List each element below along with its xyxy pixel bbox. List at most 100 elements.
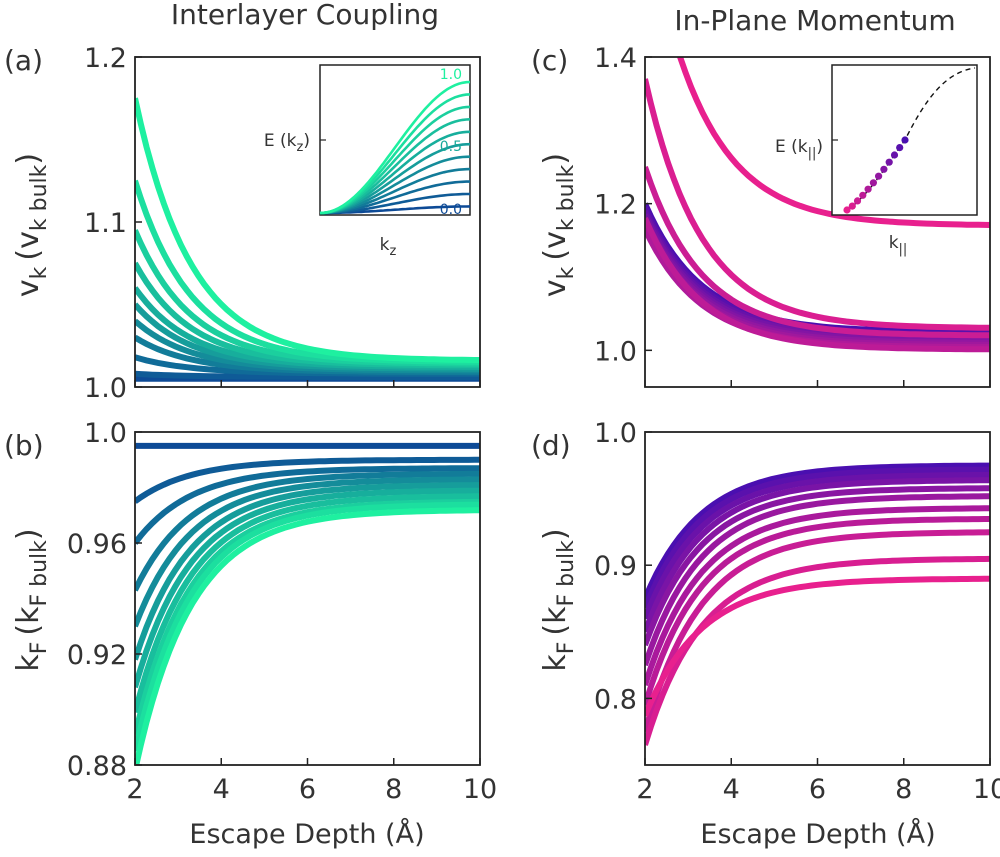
panel-label-b: (b) xyxy=(4,429,44,462)
ylabel-c-close: ) xyxy=(538,153,573,165)
y-tick-label: 0.88 xyxy=(67,751,127,782)
series-line xyxy=(135,470,480,592)
inset-c-dot xyxy=(843,206,851,214)
ylabel-b-sub: F xyxy=(27,642,52,655)
x-tick-label: 6 xyxy=(299,774,316,805)
inset-c-xlabel-sub: || xyxy=(899,242,908,257)
series-line xyxy=(645,516,990,707)
series-line xyxy=(645,477,990,633)
ylabel-c-main: v xyxy=(538,279,573,297)
inset-a-ylabel-sub: z xyxy=(297,140,304,155)
x-tick-label: 10 xyxy=(463,774,497,805)
series-line xyxy=(135,487,480,689)
series-line xyxy=(645,485,990,647)
ylabel-a-unit: (v xyxy=(11,231,46,260)
series-line xyxy=(645,505,990,687)
inset-a-ylabel-close: ) xyxy=(303,131,310,151)
inset-c-ylabel: E (k||) xyxy=(775,137,823,161)
inset-c-dots xyxy=(843,136,909,214)
panel-b-plot: 2 4 6 8 10 0.88 0.92 0.96 1.0 xyxy=(67,418,497,805)
inset-c-xlabel: k|| xyxy=(889,233,908,257)
inset-a-value-mid: 0.5 xyxy=(440,139,462,155)
inset-c-dot xyxy=(869,179,878,187)
x-tick-label: 4 xyxy=(723,774,740,805)
panel-a-plot: 1.0 1.1 1.2 xyxy=(84,43,481,404)
inset-c-dot xyxy=(896,144,904,152)
series-line xyxy=(645,217,990,353)
ylabel-a-sub: k xyxy=(27,266,52,279)
series-line xyxy=(645,529,990,733)
ylabel-c-unit-sub: k bulk xyxy=(554,164,579,231)
panel-label-c: (c) xyxy=(531,44,568,77)
ylabel-c-unit: (v xyxy=(538,231,573,260)
panel-d-plot: 2 4 6 8 10 0.8 0.9 1.0 xyxy=(594,418,1000,805)
inset-c-ylabel-close: ) xyxy=(816,137,823,157)
x-tick-label: 10 xyxy=(973,774,1000,805)
inset-c-dot xyxy=(853,197,862,205)
column-title-left: Interlayer Coupling xyxy=(171,0,439,31)
ylabel-a: vk (vk bulk) xyxy=(11,153,52,297)
ylabel-d: kF (kF bulk) xyxy=(538,528,579,671)
series-line xyxy=(135,456,480,504)
y-tick-label: 0.92 xyxy=(67,640,127,671)
inset-c-dot xyxy=(864,185,872,193)
series-line xyxy=(135,501,480,752)
inset-a-ylabel-main: E (k xyxy=(264,131,297,151)
y-tick-label: 1.1 xyxy=(84,208,127,239)
inset-c-dot xyxy=(880,165,888,173)
series-line xyxy=(645,471,990,620)
y-tick-label: 1.0 xyxy=(594,418,637,449)
ylabel-c-sub: k xyxy=(554,266,579,279)
inset-c-dot xyxy=(901,136,909,144)
series-line xyxy=(135,482,480,661)
svg-text:vk(vk bulk): vk (vk bulk) xyxy=(11,153,52,297)
ylabel-d-close: ) xyxy=(538,528,573,540)
ylabel-b-unit-sub: F bulk xyxy=(27,540,52,607)
panel-c-plot: 1.0 1.2 1.4 xyxy=(594,43,991,388)
y-tick-label: 1.2 xyxy=(594,190,637,221)
inset-a-xlabel-sub: z xyxy=(390,244,397,259)
ylabel-b-main: k xyxy=(11,654,46,672)
xlabel-b: Escape Depth (Å) xyxy=(189,818,424,850)
series-line xyxy=(645,462,990,600)
inset-c-xlabel-main: k xyxy=(889,233,899,253)
svg-text:kF(kF bulk): kF (kF bulk) xyxy=(11,528,52,671)
series-line xyxy=(135,370,480,381)
panel-a-series xyxy=(135,97,480,382)
inset-a-curves xyxy=(319,80,471,215)
series-line xyxy=(645,78,990,331)
ylabel-d-unit-sub: F bulk xyxy=(554,540,579,607)
x-tick-label: 8 xyxy=(895,774,912,805)
inset-c-dot xyxy=(890,151,899,159)
series-line xyxy=(135,97,480,363)
ylabel-b-unit: (k xyxy=(11,606,46,636)
svg-text:kF(kF bulk): kF (kF bulk) xyxy=(538,528,579,671)
x-tick-label: 6 xyxy=(809,774,826,805)
y-tick-label: 0.96 xyxy=(67,529,127,560)
ylabel-d-main: k xyxy=(538,654,573,672)
x-tick-label: 8 xyxy=(385,774,402,805)
ylabel-a-main: v xyxy=(11,279,46,297)
series-line xyxy=(645,466,990,609)
y-tick-label: 1.4 xyxy=(594,43,637,74)
inset-c: E (k||) k|| xyxy=(775,64,978,257)
panel-c-series xyxy=(645,57,990,353)
inset-c-ylabel-main: E (k xyxy=(775,137,808,157)
series-line xyxy=(135,507,480,765)
inset-a-xlabel: kz xyxy=(380,235,397,259)
y-tick-label: 1.0 xyxy=(84,373,127,404)
y-tick-label: 1.0 xyxy=(84,418,127,449)
ylabel-c: vk (vk bulk) xyxy=(538,153,579,297)
xlabel-d: Escape Depth (Å) xyxy=(700,818,935,850)
inset-c-dot xyxy=(885,158,893,166)
inset-a-xlabel-main: k xyxy=(380,235,390,255)
ylabel-a-close: ) xyxy=(11,153,46,165)
column-title-right: In-Plane Momentum xyxy=(674,4,955,37)
series-line xyxy=(135,465,480,545)
series-line xyxy=(645,575,990,717)
inset-a-curve xyxy=(319,80,471,215)
inset-a-value-high: 1.0 xyxy=(440,67,462,83)
inset-c-ylabel-sub: || xyxy=(808,146,817,161)
y-tick-label: 1.2 xyxy=(84,43,127,74)
